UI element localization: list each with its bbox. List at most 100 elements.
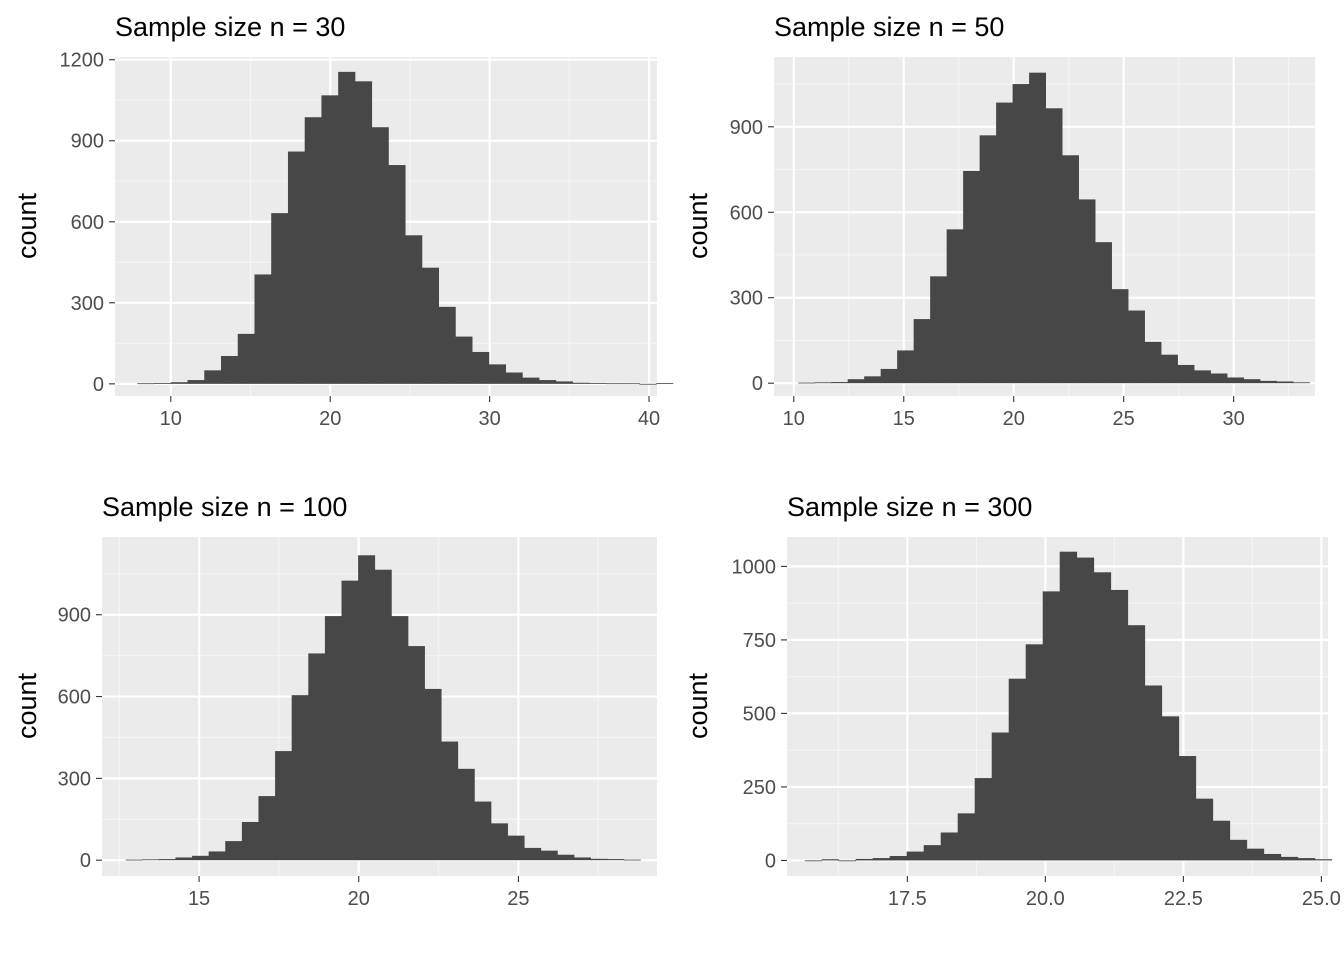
histogram-bars [125,555,641,861]
histogram-bar [1229,839,1248,861]
y-tick-label: 1200 [60,50,105,72]
histogram-bar [838,860,857,862]
x-tick-label: 10 [160,408,182,430]
histogram-bar [1263,853,1282,861]
histogram-bar [308,653,326,861]
histogram-bar [1095,242,1112,384]
histogram-bar [225,841,243,861]
histogram-bar [507,835,525,861]
histogram-bar [1025,644,1044,861]
histogram-bar [374,569,392,861]
histogram-bar [1227,377,1244,384]
histogram-bar [1042,591,1061,861]
histogram-bar [540,850,558,861]
y-tick-label: 0 [93,374,104,396]
histogram-bar [923,845,942,861]
histogram-bar [1144,341,1162,384]
histogram-bar [1161,716,1180,861]
x-tick-label: 15 [893,408,915,430]
histogram-bars [137,71,674,385]
histogram-bar [1111,289,1129,384]
x-tick-label: 17.5 [888,888,927,910]
histogram-bar [639,383,657,385]
histogram-bar [880,368,898,384]
histogram-bar [1195,798,1214,861]
histogram-bar [1293,382,1310,384]
histogram-bar [424,688,442,861]
histogram-bar [524,847,542,861]
histogram-bar [522,377,540,384]
histogram-bar [1276,381,1294,384]
histogram-bar [979,135,997,384]
histogram-bar [237,333,255,384]
histogram-bar [258,796,276,861]
chart-panel-2: 0 300 600 900 10 15 20 25 30 Sample size n = 50 co… [683,12,1315,430]
histogram-bar [821,859,840,861]
y-tick-label: 600 [71,212,104,234]
histogram-bar [957,813,976,861]
histogram-bars [804,551,1333,862]
histogram-bar [864,376,882,384]
histogram-bar [388,165,406,384]
histogram-bar [946,229,964,384]
y-tick-label: 300 [58,768,91,790]
histogram-bar [1062,155,1079,384]
y-tick-label: 600 [58,687,91,709]
histogram-bar [974,778,993,861]
histogram-bar [1243,379,1261,384]
histogram-bar [472,351,490,384]
histogram-bar [804,860,823,862]
histogram-bar [573,857,591,861]
histogram-bar [1059,551,1078,861]
x-tick-label: 40 [638,408,660,430]
histogram-bar [930,276,948,384]
histogram-bar [656,383,674,384]
y-tick-label: 750 [743,630,776,652]
y-tick-label: 900 [58,605,91,627]
x-tick-label: 20.0 [1026,888,1065,910]
histogram-bar [622,383,640,385]
histogram-bar [1127,625,1146,861]
y-tick-label: 0 [765,850,776,872]
histogram-bar [1177,364,1195,384]
histogram-bar [192,855,210,861]
y-tick-label: 500 [743,703,776,725]
histogram-bar [814,382,832,384]
histogram-bar [855,858,874,861]
histogram-bar [338,71,356,384]
x-tick-label: 20 [319,408,341,430]
histogram-bar [142,859,160,861]
histogram-bar [607,859,625,861]
histogram-bar [208,851,226,861]
y-tick-label: 0 [80,850,91,872]
histogram-bar [358,555,376,861]
histogram-bar [1194,370,1211,384]
histogram-bar [438,306,456,384]
histogram-bar [991,732,1010,861]
histogram-bar [1093,572,1112,861]
y-tick-label: 250 [743,777,776,799]
histogram-bar [1161,354,1178,384]
histogram-bars [798,72,1310,384]
histogram-bar [1314,859,1333,861]
histogram-bar [241,822,259,861]
histogram-bar [158,859,176,861]
histogram-bar [254,274,272,384]
histogram-bar [457,768,475,861]
histogram-bar [847,379,865,384]
y-tick-label: 300 [730,288,763,310]
x-tick-label: 25.0 [1302,888,1341,910]
histogram-bar [889,856,908,861]
y-tick-label: 900 [730,117,763,139]
histogram-bar [154,383,172,384]
histogram-bar [1210,373,1228,384]
panel-title: Sample size n = 100 [102,492,347,522]
histogram-bar [1128,310,1145,384]
histogram-bar [539,380,557,384]
histogram-bar [490,823,508,861]
histogram-bar [913,319,931,384]
histogram-bar [371,127,389,384]
y-axis-label: count [12,192,42,259]
histogram-bar [963,170,981,384]
histogram-bar [1029,72,1046,384]
